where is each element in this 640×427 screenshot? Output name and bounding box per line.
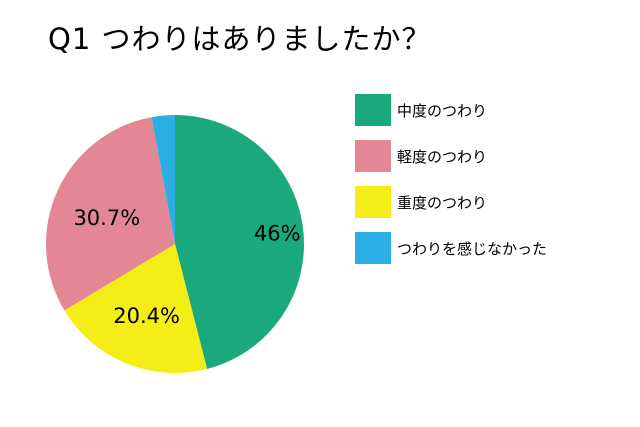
pie-slice-mild [46,117,175,311]
pie-label-moderate: 46% [254,222,301,246]
chart-title: Q1 つわりはありましたか？ [48,22,432,56]
pie-label-mild: 30.7% [73,206,140,230]
legend-label-mild: 軽度のつわり [397,147,488,166]
legend-label-severe: 重度のつわり [397,193,488,212]
legend-item-mild: 軽度のつわり [355,140,547,172]
legend: 中度のつわり 軽度のつわり 重度のつわり つわりを感じなかった [355,94,547,278]
legend-item-severe: 重度のつわり [355,186,547,218]
legend-swatch-severe [355,186,391,218]
legend-swatch-moderate [355,94,391,126]
legend-item-none: つわりを感じなかった [355,232,547,264]
pie-label-severe: 20.4% [113,304,180,328]
legend-label-none: つわりを感じなかった [397,239,548,258]
pie-slice-none [151,115,175,244]
pie-slice-moderate [175,115,305,369]
legend-label-moderate: 中度のつわり [397,101,488,120]
legend-swatch-none [355,232,391,264]
legend-swatch-mild [355,140,391,172]
pie-slice-severe [64,244,208,373]
legend-item-moderate: 中度のつわり [355,94,547,126]
